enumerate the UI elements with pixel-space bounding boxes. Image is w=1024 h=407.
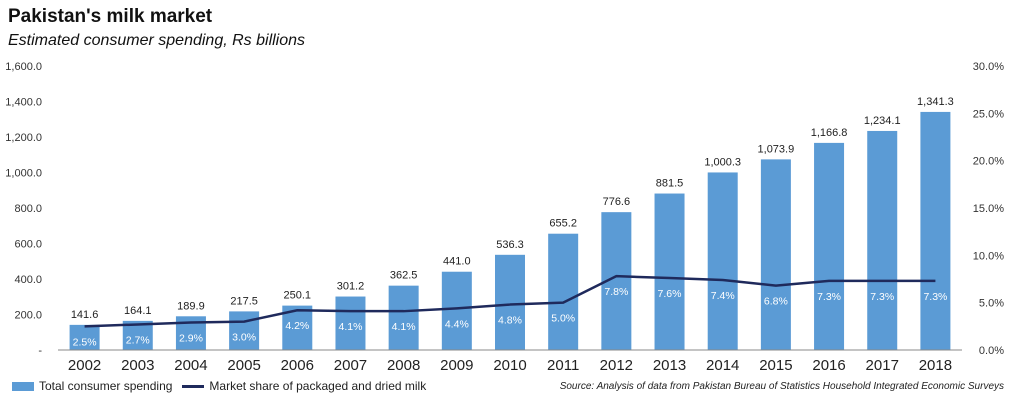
legend-label-spending: Total consumer spending (39, 379, 173, 393)
x-tick-label: 2011 (547, 357, 579, 374)
line-value-label: 7.3% (923, 291, 947, 303)
chart-legend: Total consumer spending Market share of … (12, 379, 436, 393)
line-value-label: 4.1% (339, 321, 363, 333)
line-value-label: 7.4% (711, 290, 735, 302)
line-value-label: 7.8% (604, 286, 628, 298)
bar-value-label: 776.6 (603, 196, 631, 208)
legend-line-swatch (182, 384, 205, 388)
left-tick-label: 400.0 (14, 274, 42, 286)
right-tick-label: 30.0% (973, 61, 1004, 73)
bar-value-label: 655.2 (549, 218, 577, 230)
x-tick-label: 2005 (227, 357, 260, 374)
bar-value-label: 164.1 (124, 305, 152, 317)
x-tick-label: 2009 (440, 357, 473, 374)
bar (548, 233, 579, 350)
legend-bar-swatch (12, 381, 34, 391)
bar (867, 130, 898, 350)
line-value-label: 2.9% (179, 333, 203, 345)
right-tick-label: 0.0% (979, 345, 1004, 357)
line-value-label: 4.8% (498, 315, 522, 327)
bar (760, 159, 791, 350)
line-value-label: 6.8% (764, 296, 788, 308)
legend-label-market-share: Market share of packaged and dried milk (209, 379, 427, 393)
x-axis: 2002 2003 2004 2005 2006 2007 2008 2009 2010 2011… (58, 349, 962, 374)
bar-value-label: 441.0 (443, 256, 471, 268)
bar (229, 311, 260, 350)
bar (441, 271, 472, 350)
bar-value-labels: 141.6 164.1 189.9 217.5 250.1 301.2 362.5 441.0… (71, 96, 954, 321)
line-value-label: 7.3% (870, 291, 894, 303)
x-tick-label: 2017 (866, 357, 899, 374)
left-tick-label: 600.0 (14, 239, 42, 251)
line-value-label: 5.0% (551, 313, 575, 325)
bar-value-label: 362.5 (390, 270, 418, 282)
right-tick-label: 15.0% (973, 203, 1004, 215)
right-tick-label: 25.0% (973, 108, 1004, 120)
legend-item-market-share: Market share of packaged and dried milk (182, 379, 426, 393)
x-tick-label: 2012 (600, 357, 633, 374)
bar (920, 111, 951, 350)
left-tick-label: 1,600.0 (5, 61, 42, 73)
x-tick-label: 2014 (706, 357, 739, 374)
bar-value-label: 1,341.3 (917, 96, 954, 108)
x-tick-label: 2015 (759, 357, 792, 374)
line-value-label: 7.6% (658, 288, 682, 300)
bar-value-label: 1,166.8 (811, 127, 848, 139)
bar (707, 172, 738, 350)
left-tick-label: - (38, 345, 42, 357)
line-series (84, 274, 936, 328)
x-tick-label: 2003 (121, 357, 154, 374)
bar-value-label: 250.1 (284, 290, 312, 302)
right-tick-label: 20.0% (973, 156, 1004, 168)
bar-value-label: 217.5 (230, 295, 258, 307)
bar (335, 296, 366, 350)
bar-value-label: 141.6 (71, 309, 99, 321)
bar-series (69, 111, 951, 350)
right-tick-label: 10.0% (973, 250, 1004, 262)
line-value-label: 4.4% (445, 318, 469, 330)
market-share-line (84, 274, 936, 328)
x-tick-label: 2002 (68, 357, 101, 374)
line-value-label: 7.3% (817, 291, 841, 303)
source-note: Source: Analysis of data from Pakistan B… (559, 381, 1004, 392)
left-tick-label: 1,200.0 (5, 132, 42, 144)
bar (69, 324, 100, 350)
chart-title: Pakistan's milk market (8, 6, 213, 27)
legend-item-spending: Total consumer spending (12, 379, 172, 393)
bar-value-label: 301.2 (337, 281, 365, 293)
bar-value-label: 1,000.3 (704, 156, 741, 168)
left-axis: - 200.0 400.0 600.0 800.0 1,000.0 1,200.0 1,400… (5, 61, 42, 357)
left-tick-label: 200.0 (14, 310, 42, 322)
right-tick-label: 5.0% (979, 298, 1004, 310)
left-tick-label: 800.0 (14, 203, 42, 215)
bar-value-label: 881.5 (656, 178, 684, 190)
line-value-label: 3.0% (232, 332, 256, 344)
x-tick-label: 2008 (387, 357, 420, 374)
bar-value-label: 1,234.1 (864, 115, 901, 127)
line-value-label: 4.2% (285, 320, 309, 332)
bar-value-label: 1,073.9 (758, 143, 795, 155)
line-value-label: 4.1% (392, 321, 416, 333)
bar-value-label: 536.3 (496, 239, 524, 251)
bar (388, 285, 419, 350)
line-value-labels: 2.5% 2.7% 2.9% 3.0% 4.2% 4.1% 4.1% 4.4% 4.8% 5.0%… (73, 286, 948, 348)
bar (654, 193, 685, 350)
x-tick-label: 2018 (919, 357, 952, 374)
bar (814, 142, 845, 350)
bar-value-label: 189.9 (177, 300, 205, 312)
chart-subtitle: Estimated consumer spending, Rs billions (8, 32, 306, 49)
line-value-label: 2.5% (73, 336, 97, 348)
x-tick-label: 2006 (281, 357, 314, 374)
x-tick-label: 2016 (812, 357, 845, 374)
x-tick-label: 2013 (653, 357, 686, 374)
right-axis: 0.0% 5.0% 10.0% 15.0% 20.0% 25.0% 30.0% (973, 61, 1004, 357)
bar (495, 254, 525, 350)
x-tick-label: 2010 (493, 357, 526, 374)
left-tick-label: 1,400.0 (5, 97, 42, 109)
x-tick-label: 2007 (334, 357, 367, 374)
line-value-label: 2.7% (126, 334, 150, 346)
left-tick-label: 1,000.0 (5, 168, 42, 180)
x-tick-label: 2004 (174, 357, 207, 374)
